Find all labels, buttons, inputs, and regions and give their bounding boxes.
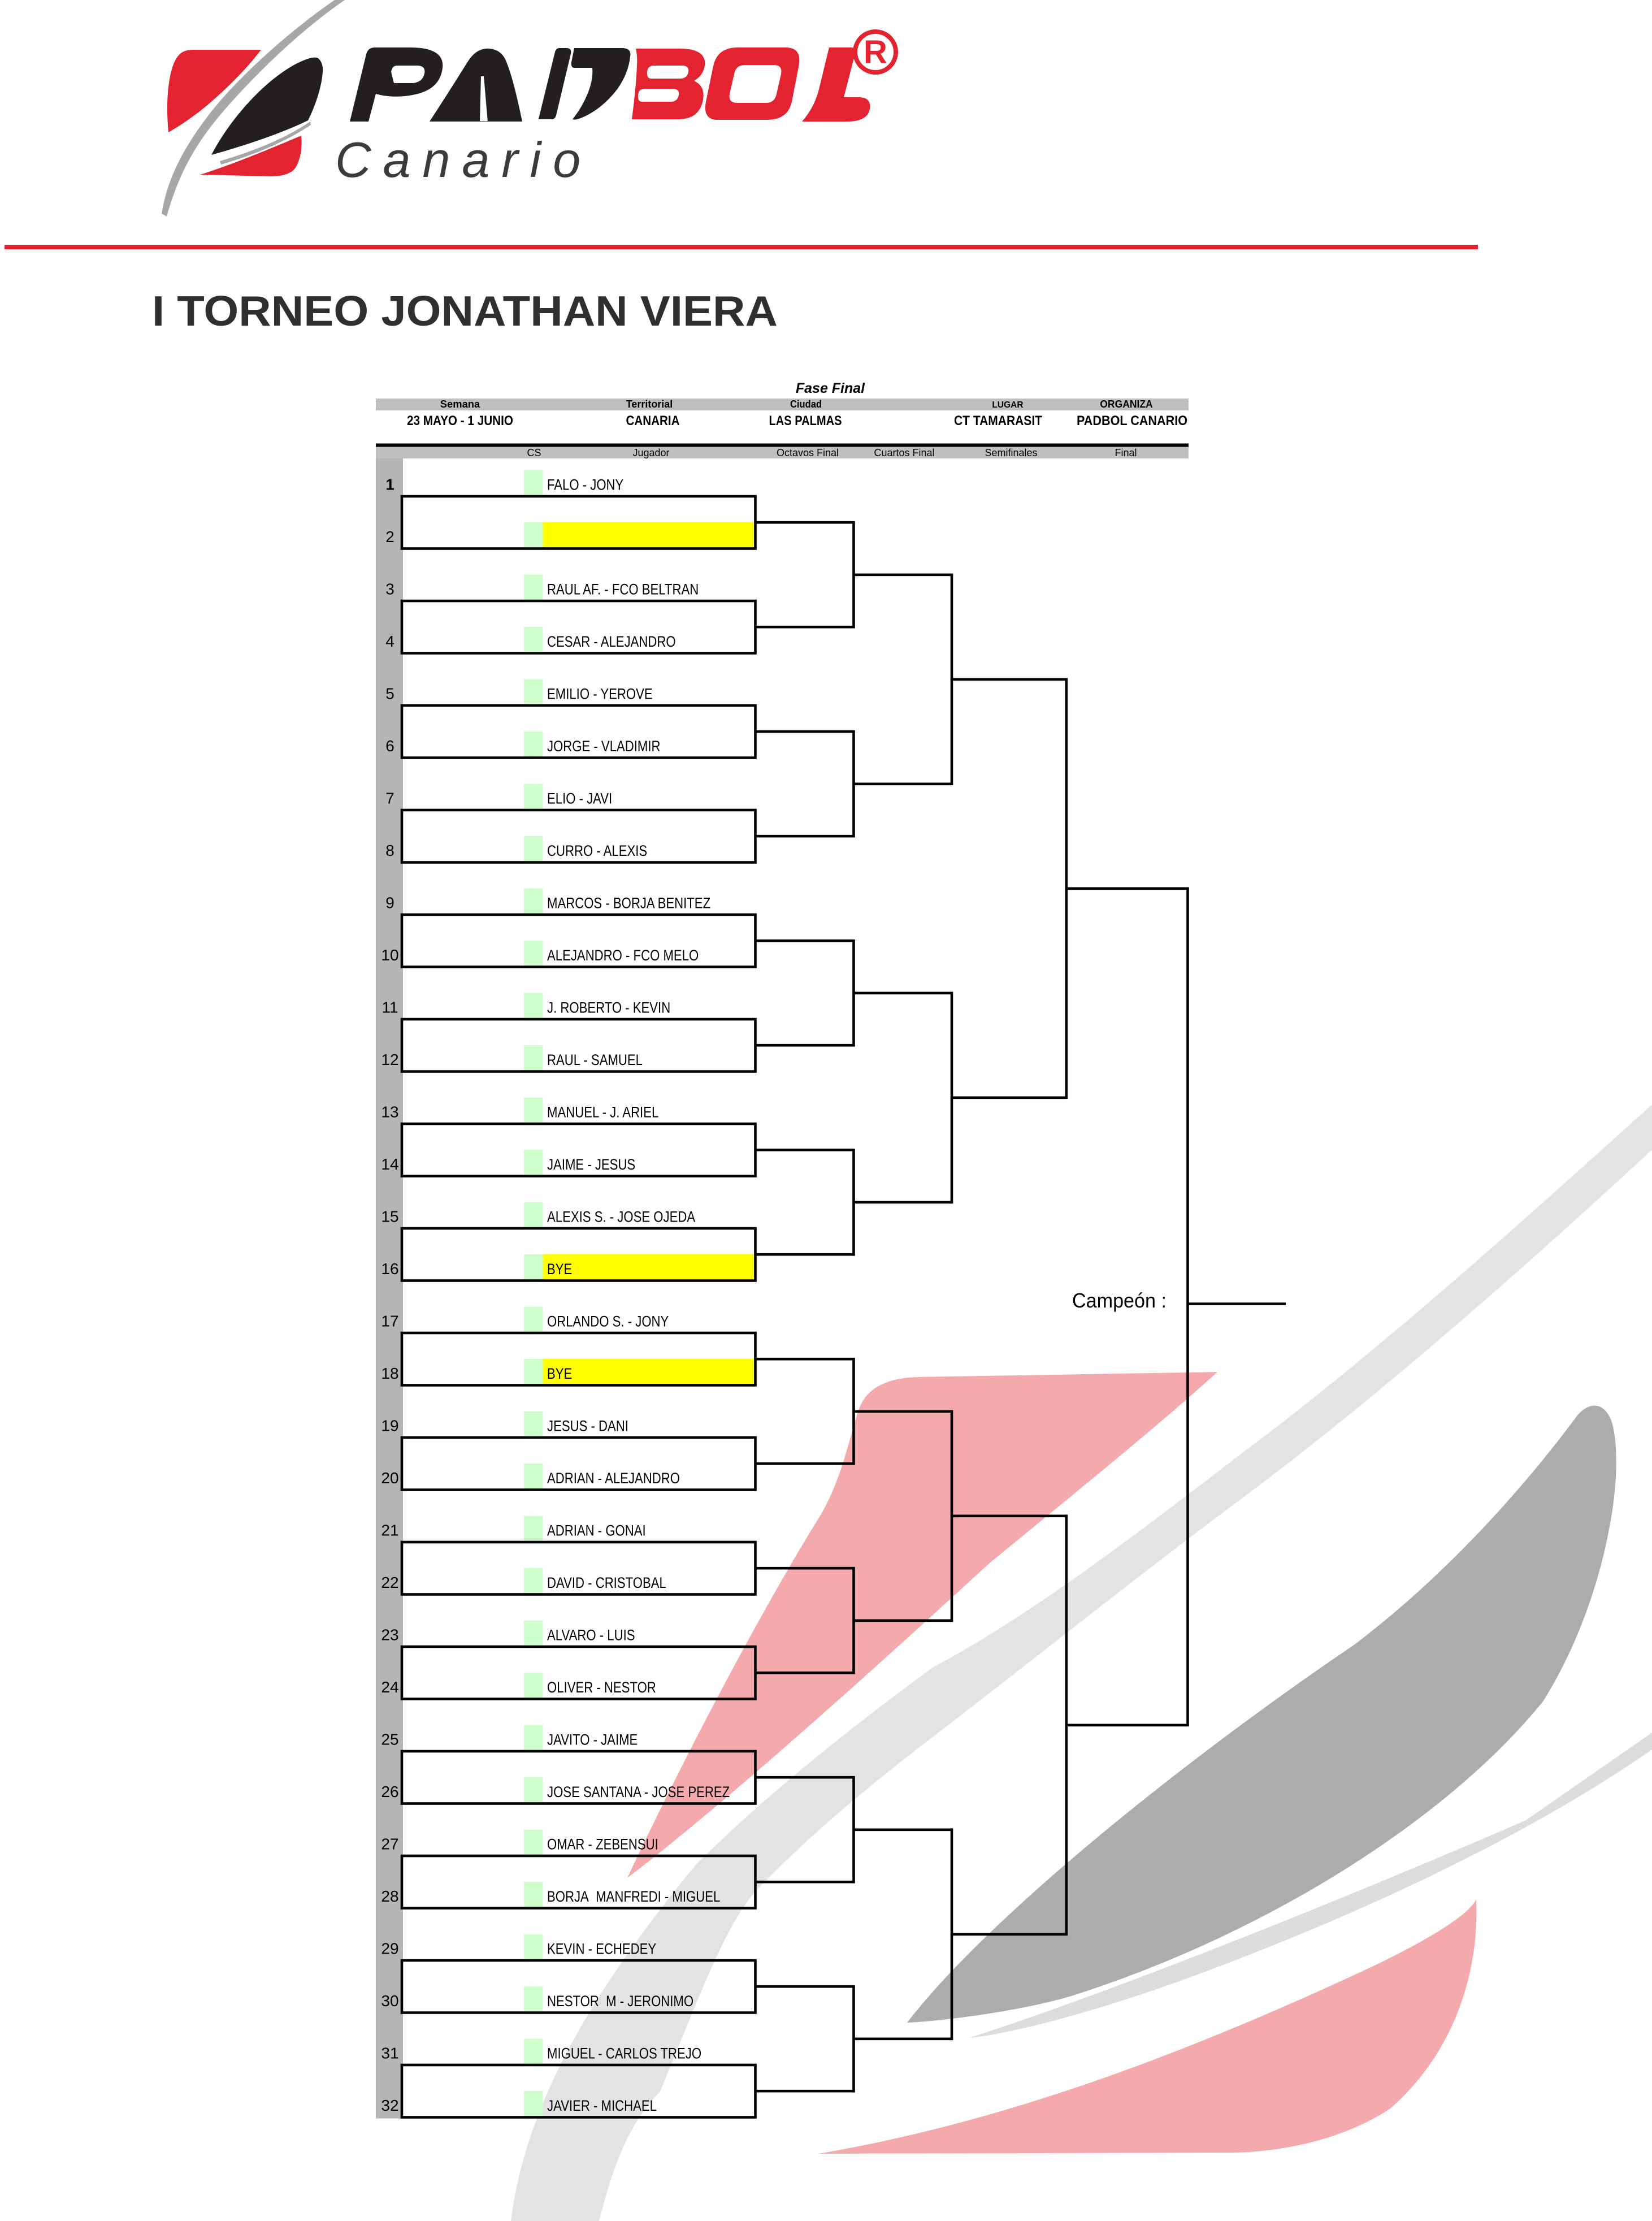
svg-text:ALEJANDRO - FCO MELO: ALEJANDRO - FCO MELO xyxy=(547,947,699,964)
svg-text:LUGAR: LUGAR xyxy=(992,400,1024,410)
svg-text:DAVID - CRISTOBAL: DAVID - CRISTOBAL xyxy=(547,1574,666,1591)
svg-text:9: 9 xyxy=(385,894,394,912)
svg-text:MIGUEL - CARLOS TREJO: MIGUEL - CARLOS TREJO xyxy=(547,2045,701,2062)
svg-text:26: 26 xyxy=(381,1783,398,1800)
svg-text:4: 4 xyxy=(385,633,394,650)
svg-text:Final: Final xyxy=(1115,447,1137,458)
svg-text:ADRIAN - GONAI: ADRIAN - GONAI xyxy=(547,1522,646,1539)
svg-text:EMILIO - YEROVE: EMILIO - YEROVE xyxy=(547,686,653,703)
svg-text:19: 19 xyxy=(381,1417,398,1435)
svg-text:ADRIAN - ALEJANDRO: ADRIAN - ALEJANDRO xyxy=(547,1470,680,1487)
svg-text:CS: CS xyxy=(527,447,541,458)
svg-text:CANARIA: CANARIA xyxy=(626,413,680,428)
svg-text:30: 30 xyxy=(381,1992,398,2010)
svg-text:27: 27 xyxy=(381,1835,398,1853)
svg-text:32: 32 xyxy=(381,2097,398,2114)
svg-text:23 MAYO - 1 JUNIO: 23 MAYO - 1 JUNIO xyxy=(407,413,513,428)
svg-text:11: 11 xyxy=(381,999,398,1016)
svg-text:8: 8 xyxy=(385,842,394,859)
svg-text:MARCOS - BORJA BENITEZ: MARCOS - BORJA BENITEZ xyxy=(547,895,710,912)
svg-text:JAVITO - JAIME: JAVITO - JAIME xyxy=(547,1731,638,1748)
svg-text:Canario: Canario xyxy=(335,132,592,188)
svg-text:JESUS - DANI: JESUS - DANI xyxy=(547,1418,628,1435)
svg-text:Fase Final: Fase Final xyxy=(796,380,865,396)
svg-text:JAVIER - MICHAEL: JAVIER - MICHAEL xyxy=(547,2097,657,2114)
svg-text:Jugador: Jugador xyxy=(632,447,669,458)
svg-text:J. ROBERTO - KEVIN: J. ROBERTO - KEVIN xyxy=(547,999,670,1016)
svg-text:CURRO - ALEXIS: CURRO - ALEXIS xyxy=(547,842,647,859)
svg-text:NESTOR M - JERONIMO: NESTOR M - JERONIMO xyxy=(547,1993,693,2010)
svg-text:15: 15 xyxy=(381,1208,398,1226)
svg-text:JOSE SANTANA - JOSE PEREZ: JOSE SANTANA - JOSE PEREZ xyxy=(547,1783,730,1800)
svg-text:Cuartos Final: Cuartos Final xyxy=(874,447,934,458)
svg-text:25: 25 xyxy=(381,1731,398,1748)
svg-text:2: 2 xyxy=(385,528,394,545)
svg-text:20: 20 xyxy=(381,1469,398,1487)
svg-text:Ciudad: Ciudad xyxy=(790,399,822,410)
svg-text:JAIME - JESUS: JAIME - JESUS xyxy=(547,1156,635,1173)
svg-text:28: 28 xyxy=(381,1887,398,1905)
svg-text:I TORNEO JONATHAN VIERA: I TORNEO JONATHAN VIERA xyxy=(152,287,778,335)
svg-text:ALVARO - LUIS: ALVARO - LUIS xyxy=(547,1627,635,1644)
svg-text:7: 7 xyxy=(385,790,394,807)
svg-text:Octavos Final: Octavos Final xyxy=(777,447,839,458)
svg-text:5: 5 xyxy=(385,685,394,703)
svg-text:1: 1 xyxy=(385,476,394,493)
svg-text:BYE: BYE xyxy=(547,1261,572,1278)
svg-text:ORLANDO S. - JONY: ORLANDO S. - JONY xyxy=(547,1313,669,1330)
svg-text:FALO - JONY: FALO - JONY xyxy=(547,477,623,493)
svg-text:ALEXIS S. - JOSE OJEDA: ALEXIS S. - JOSE OJEDA xyxy=(547,1209,695,1226)
svg-text:22: 22 xyxy=(381,1574,398,1591)
svg-text:RAUL AF. - FCO BELTRAN: RAUL AF. - FCO BELTRAN xyxy=(547,581,699,598)
svg-text:24: 24 xyxy=(381,1678,398,1696)
svg-text:Campeón :: Campeón : xyxy=(1072,1289,1167,1312)
svg-text:23: 23 xyxy=(381,1626,398,1644)
svg-text:6: 6 xyxy=(385,737,394,755)
svg-text:18: 18 xyxy=(381,1365,398,1382)
svg-text:14: 14 xyxy=(381,1155,398,1173)
svg-text:13: 13 xyxy=(381,1103,398,1121)
svg-text:RAUL - SAMUEL: RAUL - SAMUEL xyxy=(547,1051,643,1068)
svg-text:JORGE - VLADIMIR: JORGE - VLADIMIR xyxy=(547,738,661,755)
svg-text:17: 17 xyxy=(381,1313,398,1330)
svg-text:Territorial: Territorial xyxy=(626,399,673,410)
svg-text:Semana: Semana xyxy=(440,399,481,410)
svg-text:KEVIN - ECHEDEY: KEVIN - ECHEDEY xyxy=(547,1941,656,1958)
svg-text:R: R xyxy=(864,34,887,71)
svg-text:OLIVER - NESTOR: OLIVER - NESTOR xyxy=(547,1679,656,1696)
svg-text:CESAR - ALEJANDRO: CESAR - ALEJANDRO xyxy=(547,633,676,650)
svg-text:BYE: BYE xyxy=(547,1365,572,1382)
svg-text:Semifinales: Semifinales xyxy=(985,447,1037,458)
svg-text:10: 10 xyxy=(381,946,398,964)
svg-text:ORGANIZA: ORGANIZA xyxy=(1100,399,1152,410)
svg-text:21: 21 xyxy=(381,1522,398,1539)
svg-text:OMAR - ZEBENSUI: OMAR - ZEBENSUI xyxy=(547,1836,658,1853)
svg-text:MANUEL - J. ARIEL: MANUEL - J. ARIEL xyxy=(547,1104,658,1121)
svg-text:16: 16 xyxy=(381,1260,398,1278)
svg-text:31: 31 xyxy=(381,2045,398,2062)
svg-text:12: 12 xyxy=(381,1051,398,1068)
svg-text:PADBOL CANARIO: PADBOL CANARIO xyxy=(1077,413,1187,428)
svg-text:29: 29 xyxy=(381,1940,398,1958)
svg-text:3: 3 xyxy=(385,581,394,598)
svg-text:BORJA MANFREDI - MIGUEL: BORJA MANFREDI - MIGUEL xyxy=(547,1888,720,1905)
svg-text:ELIO - JAVI: ELIO - JAVI xyxy=(547,790,612,807)
svg-text:LAS PALMAS: LAS PALMAS xyxy=(769,413,842,428)
svg-text:CT TAMARASIT: CT TAMARASIT xyxy=(954,413,1042,428)
